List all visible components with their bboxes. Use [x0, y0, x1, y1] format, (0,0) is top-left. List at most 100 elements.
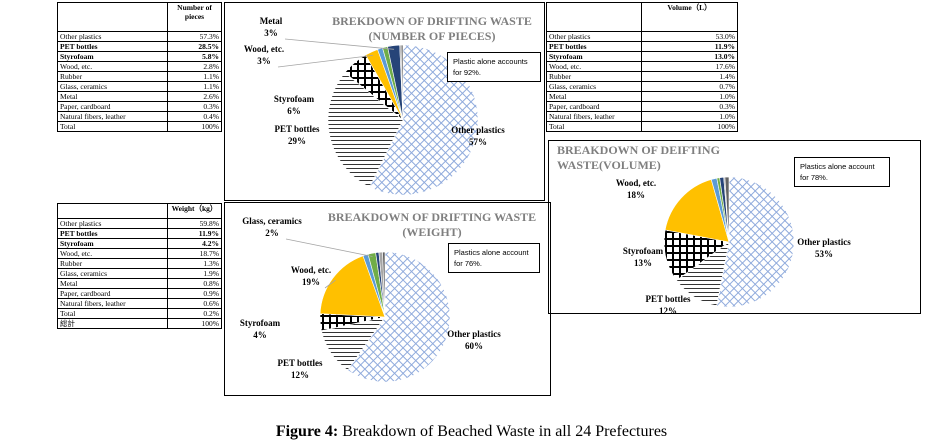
header-blank — [57, 2, 168, 32]
label-cell: Paper, cardboard — [546, 101, 642, 112]
slice-label: Other plastics — [797, 237, 851, 247]
table-row: Wood, etc. 17.6% — [546, 61, 738, 72]
label-cell: Glass, ceramics — [546, 81, 642, 92]
pie-slice — [724, 176, 730, 243]
label-cell: Wood, etc. — [57, 61, 168, 72]
value-cell: 57.3% — [167, 31, 222, 42]
table-row: Rubber 1.3% — [57, 258, 222, 269]
slice-label: Styrofoam — [274, 94, 315, 104]
table-row: Styrofoam 13.0% — [546, 51, 738, 62]
leader-line — [324, 279, 336, 289]
slice-value-label: 13% — [634, 258, 652, 268]
table-row: Other plastics 53.0% — [546, 31, 738, 42]
slice-value-label: 53% — [815, 249, 833, 259]
value-cell: 0.3% — [641, 101, 738, 112]
header-row: Volume（L） — [546, 2, 738, 32]
caption: Figure 4: Breakdown of Beached Waste in … — [0, 423, 943, 441]
value-cell: 11.9% — [641, 41, 738, 52]
value-cell: 1.3% — [167, 258, 222, 269]
column-header: Volume（L） — [641, 2, 738, 32]
label-cell: Paper, cardboard — [57, 288, 168, 299]
value-cell: 1.4% — [641, 71, 738, 82]
chart-note: Plastics alone account for 78%. — [794, 157, 890, 187]
label-cell: Other plastics — [57, 218, 168, 229]
table-row: Other plastics 59.8% — [57, 218, 222, 229]
column-header: Weight（kg） — [167, 203, 222, 219]
table-row: PET bottles 28.5% — [57, 41, 222, 52]
chart-title: BREAKDOWN OF DRIFTING WASTE (WEIGHT) — [327, 210, 537, 239]
label-cell: Rubber — [57, 258, 168, 269]
value-cell: 1.0% — [641, 111, 738, 122]
label-cell: Metal — [546, 91, 642, 102]
leader-line — [284, 38, 395, 50]
slice-label: Other plastics — [451, 125, 505, 135]
value-cell: 100% — [641, 121, 738, 132]
label-cell: Total — [57, 121, 168, 132]
slice-label: Glass, ceramics — [242, 216, 302, 226]
value-cell: 100% — [167, 121, 222, 132]
table-row: Total 100% — [57, 121, 222, 132]
value-cell: 5.8% — [167, 51, 222, 62]
table-row: Total 100% — [546, 121, 738, 132]
table-row: Styrofoam 4.2% — [57, 238, 222, 249]
label-cell: Metal — [57, 278, 168, 289]
value-cell: 53.0% — [641, 31, 738, 42]
value-cell: 0.4% — [167, 111, 222, 122]
slice-value-label: 6% — [287, 106, 301, 116]
slice-value-label: 60% — [465, 341, 483, 351]
header-row: Weight（kg） — [57, 203, 222, 219]
table-row: Metal 1.0% — [546, 91, 738, 102]
table-row: Paper, cardboard 0.3% — [57, 101, 222, 112]
pie-slice — [400, 44, 404, 121]
table-row: Total 0.2% — [57, 308, 222, 319]
value-cell: 2.8% — [167, 61, 222, 72]
data-table: Number of pieces Other plastics 57.3% PET b… — [57, 2, 222, 132]
value-cell: 2.6% — [167, 91, 222, 102]
pie-slice — [664, 179, 730, 243]
label-cell: Styrofoam — [57, 238, 168, 249]
slice-value-label: 2% — [265, 228, 279, 238]
table-row: PET bottles 11.9% — [57, 228, 222, 239]
slice-label: PET bottles — [277, 358, 323, 368]
value-cell: 13.0% — [641, 51, 738, 62]
label-cell: 総計 — [57, 318, 168, 329]
slice-value-label: 3% — [257, 56, 271, 66]
slice-value-label: 18% — [627, 190, 645, 200]
slice-label: PET bottles — [274, 124, 320, 134]
label-cell: Rubber — [57, 71, 168, 82]
table-row: Natural fibers, leather 0.4% — [57, 111, 222, 122]
slice-value-label: 12% — [659, 306, 677, 316]
label-cell: PET bottles — [546, 41, 642, 52]
label-cell: Styrofoam — [546, 51, 642, 62]
slice-label: PET bottles — [645, 294, 691, 304]
value-cell: 1.0% — [641, 91, 738, 102]
pie-slice — [319, 255, 386, 318]
leader-line — [277, 54, 374, 68]
label-cell: Wood, etc. — [546, 61, 642, 72]
label-cell: Metal — [57, 91, 168, 102]
slice-label: Other plastics — [447, 329, 501, 339]
slice-label: Styrofoam — [240, 318, 281, 328]
table-row: Paper, cardboard 0.3% — [546, 101, 738, 112]
label-cell: Glass, ceramics — [57, 268, 168, 279]
panel-border — [224, 2, 545, 201]
table-row: Metal 2.6% — [57, 91, 222, 102]
table-row: Paper, cardboard 0.9% — [57, 288, 222, 299]
header-row: Number of pieces — [57, 2, 222, 32]
pie-slice — [382, 251, 386, 318]
value-cell: 0.9% — [167, 288, 222, 299]
value-cell: 0.3% — [167, 101, 222, 112]
slice-value-label: 29% — [288, 136, 306, 146]
label-cell: Rubber — [546, 71, 642, 82]
label-cell: Natural fibers, leather — [57, 111, 168, 122]
value-cell: 11.9% — [167, 228, 222, 239]
table-row: Glass, ceramics 1.9% — [57, 268, 222, 279]
slice-label: Metal — [260, 16, 283, 26]
chart-title: BREAKDOWN OF DEIFTING WASTE(VOLUME) — [557, 143, 720, 172]
chart-title: BREKDOWN OF DRIFTING WASTE (NUMBER OF PI… — [332, 14, 532, 43]
caption-text: Breakdown of Beached Waste in all 24 Pre… — [342, 423, 668, 440]
value-cell: 0.2% — [167, 308, 222, 319]
pie-slice — [369, 44, 479, 196]
label-cell: Total — [57, 308, 168, 319]
header-blank — [546, 2, 642, 32]
